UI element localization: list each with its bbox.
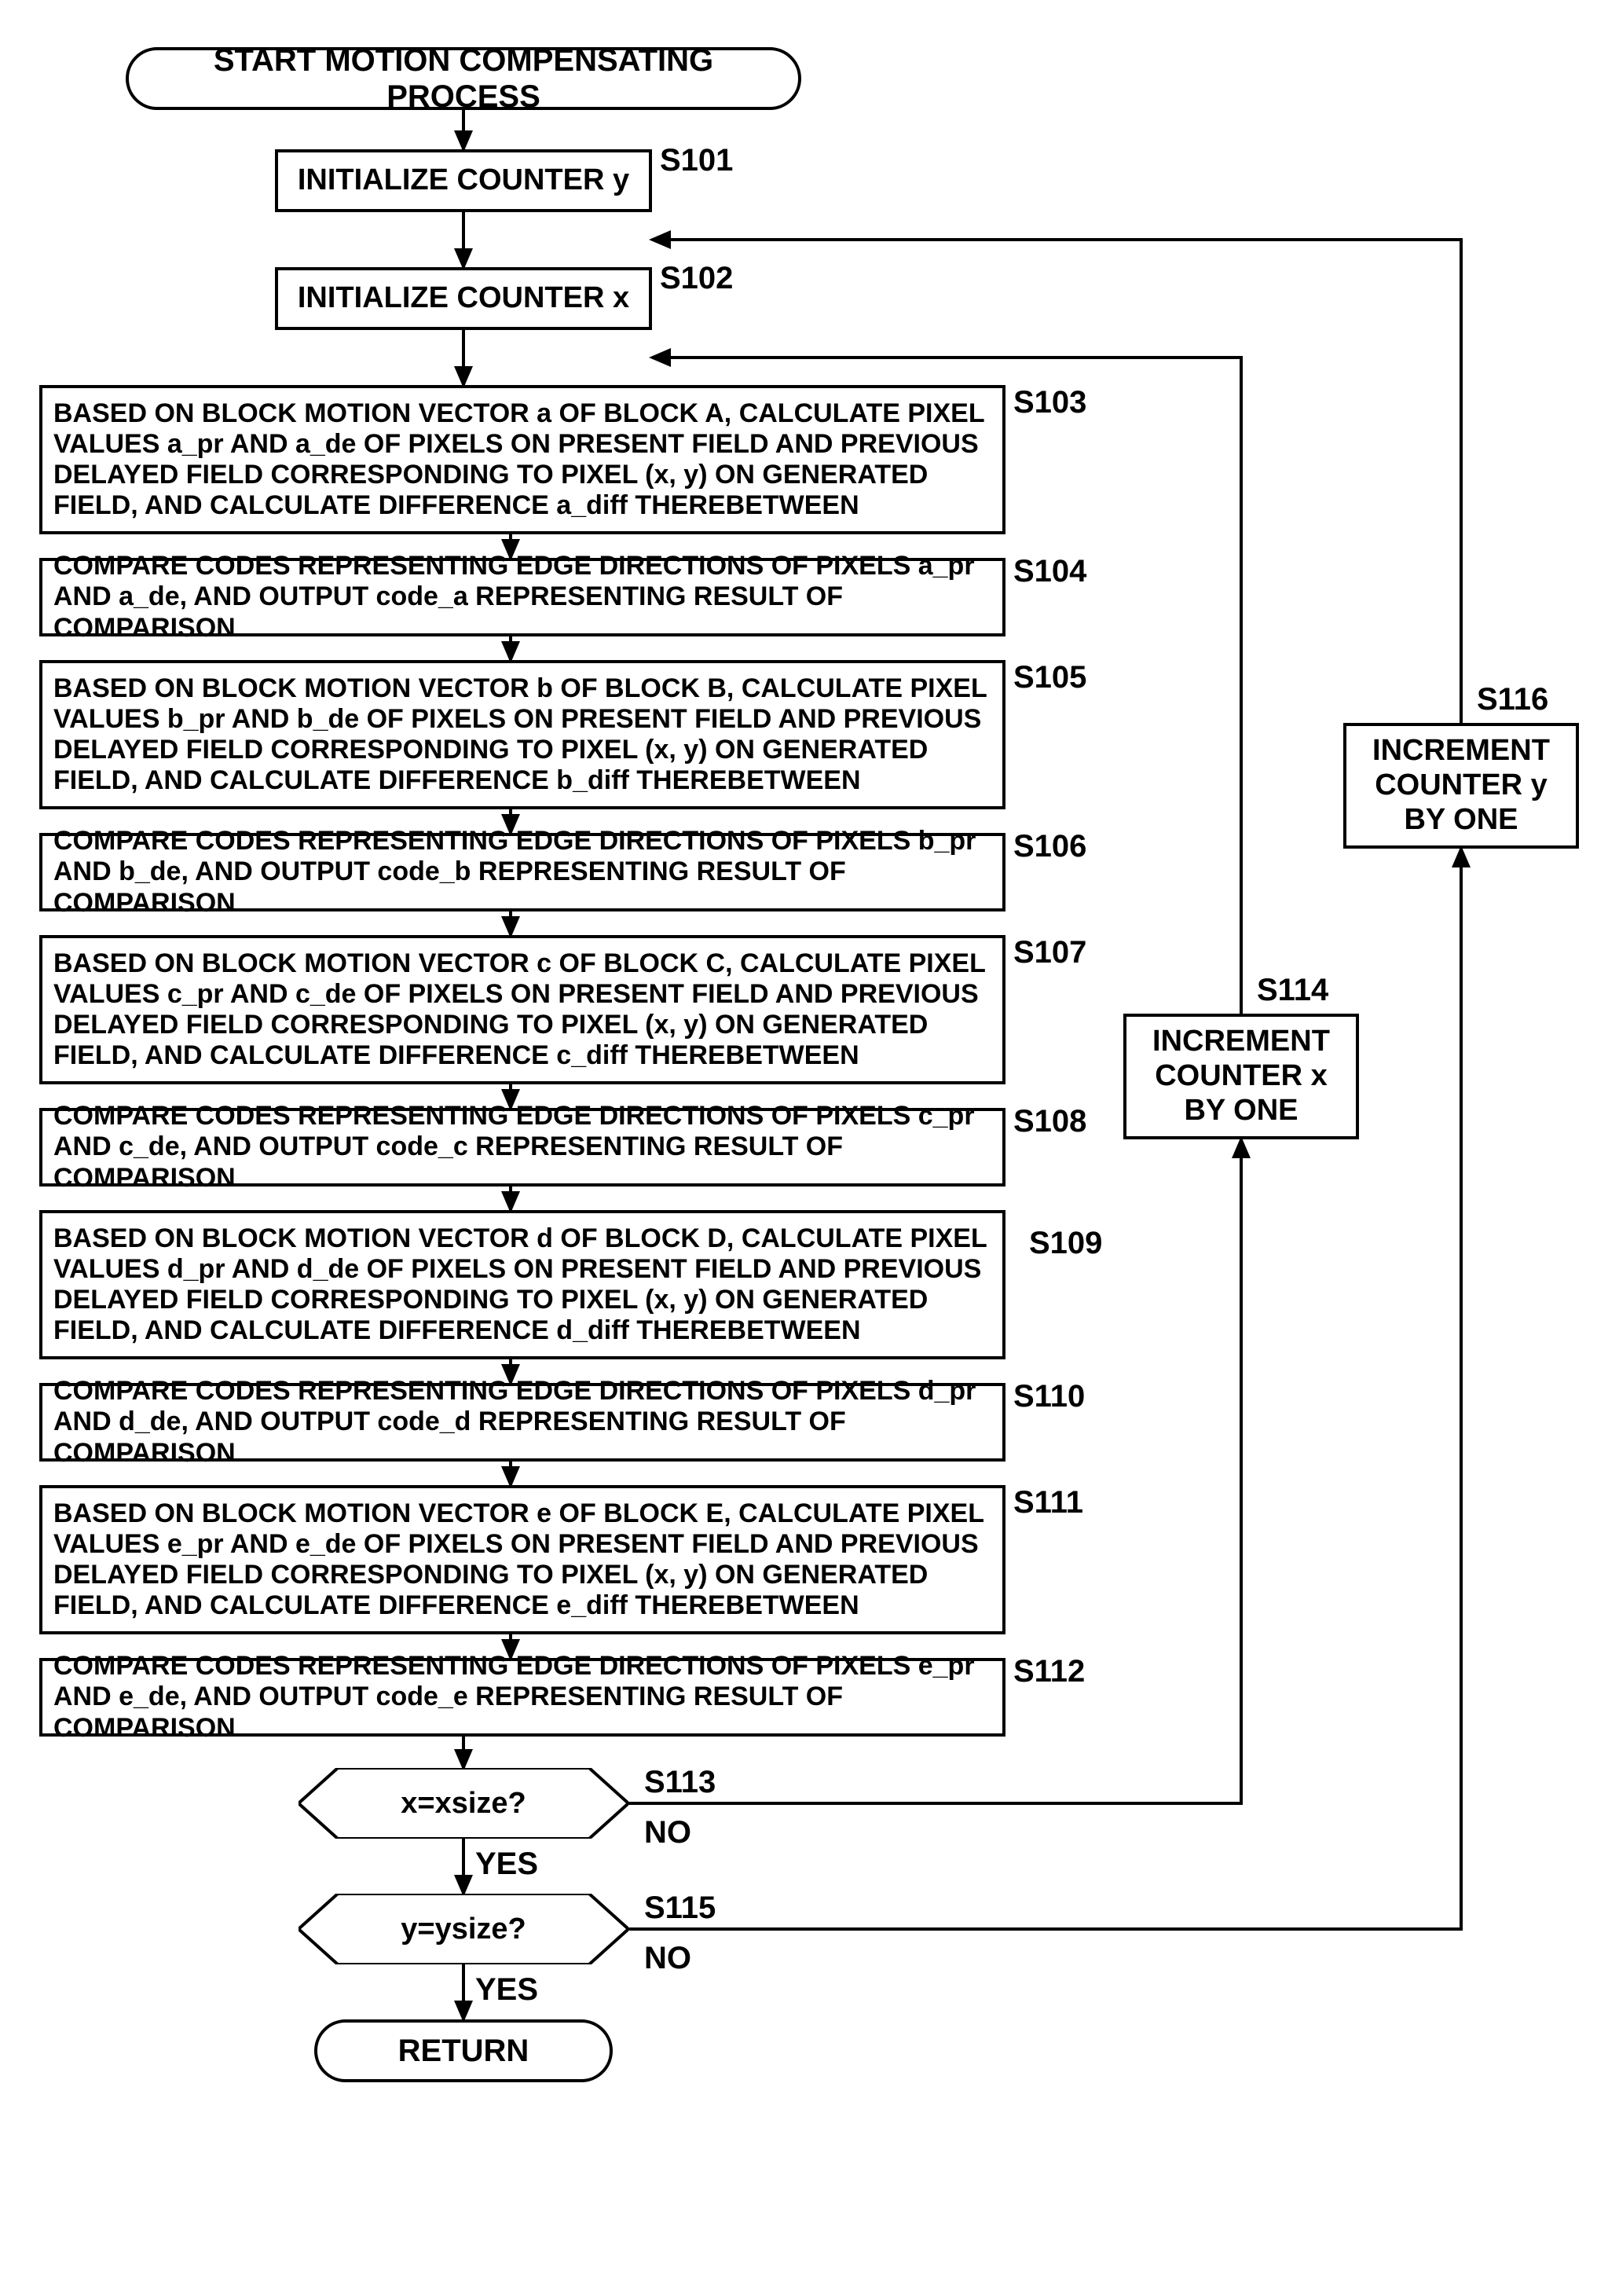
step-label-s113: S113 — [644, 1765, 716, 1800]
decision-s113: x=xsize? — [299, 1768, 628, 1839]
branch-label-s113_yes: YES — [475, 1847, 538, 1882]
bigbox-s112: COMPARE CODES REPRESENTING EDGE DIRECTIO… — [39, 1658, 1005, 1737]
process-s101: INITIALIZE COUNTER y — [275, 149, 652, 212]
step-label-s114: S114 — [1257, 973, 1328, 1008]
step-label-s103: S103 — [1013, 385, 1086, 420]
step-label-s107: S107 — [1013, 935, 1086, 970]
decision-text-s115: y=ysize? — [299, 1894, 628, 1964]
step-label-s110: S110 — [1013, 1379, 1085, 1414]
terminator-start: START MOTION COMPENSATING PROCESS — [126, 47, 801, 110]
process-s102: INITIALIZE COUNTER x — [275, 267, 652, 330]
bigbox-s110: COMPARE CODES REPRESENTING EDGE DIRECTIO… — [39, 1383, 1005, 1462]
process-s114: INCREMENT COUNTER x BY ONE — [1123, 1014, 1359, 1139]
step-label-s104: S104 — [1013, 554, 1086, 589]
step-label-s106: S106 — [1013, 829, 1086, 864]
bigbox-s109: BASED ON BLOCK MOTION VECTOR d OF BLOCK … — [39, 1210, 1005, 1359]
step-label-s101: S101 — [660, 143, 733, 178]
process-s116: INCREMENT COUNTER y BY ONE — [1343, 723, 1579, 849]
decision-text-s113: x=xsize? — [299, 1768, 628, 1839]
bigbox-s103: BASED ON BLOCK MOTION VECTOR a OF BLOCK … — [39, 385, 1005, 534]
bigbox-s108: COMPARE CODES REPRESENTING EDGE DIRECTIO… — [39, 1108, 1005, 1187]
decision-s115: y=ysize? — [299, 1894, 628, 1964]
step-label-s109: S109 — [1029, 1226, 1102, 1261]
step-label-s111: S111 — [1013, 1485, 1083, 1520]
branch-label-s115_yes: YES — [475, 1972, 538, 2008]
step-label-s105: S105 — [1013, 660, 1086, 695]
step-label-s108: S108 — [1013, 1104, 1086, 1139]
bigbox-s105: BASED ON BLOCK MOTION VECTOR b OF BLOCK … — [39, 660, 1005, 809]
bigbox-s106: COMPARE CODES REPRESENTING EDGE DIRECTIO… — [39, 833, 1005, 911]
branch-label-s113_no: NO — [644, 1815, 691, 1850]
step-label-s112: S112 — [1013, 1654, 1085, 1689]
bigbox-s111: BASED ON BLOCK MOTION VECTOR e OF BLOCK … — [39, 1485, 1005, 1634]
step-label-s102: S102 — [660, 261, 733, 296]
bigbox-s104: COMPARE CODES REPRESENTING EDGE DIRECTIO… — [39, 558, 1005, 636]
flowchart-canvas: START MOTION COMPENSATING PROCESS INITIAL… — [24, 39, 1595, 2257]
terminator-return: RETURN — [314, 2019, 613, 2082]
step-label-s115: S115 — [644, 1891, 716, 1926]
bigbox-s107: BASED ON BLOCK MOTION VECTOR c OF BLOCK … — [39, 935, 1005, 1084]
step-label-s116: S116 — [1477, 682, 1548, 717]
branch-label-s115_no: NO — [644, 1941, 691, 1976]
